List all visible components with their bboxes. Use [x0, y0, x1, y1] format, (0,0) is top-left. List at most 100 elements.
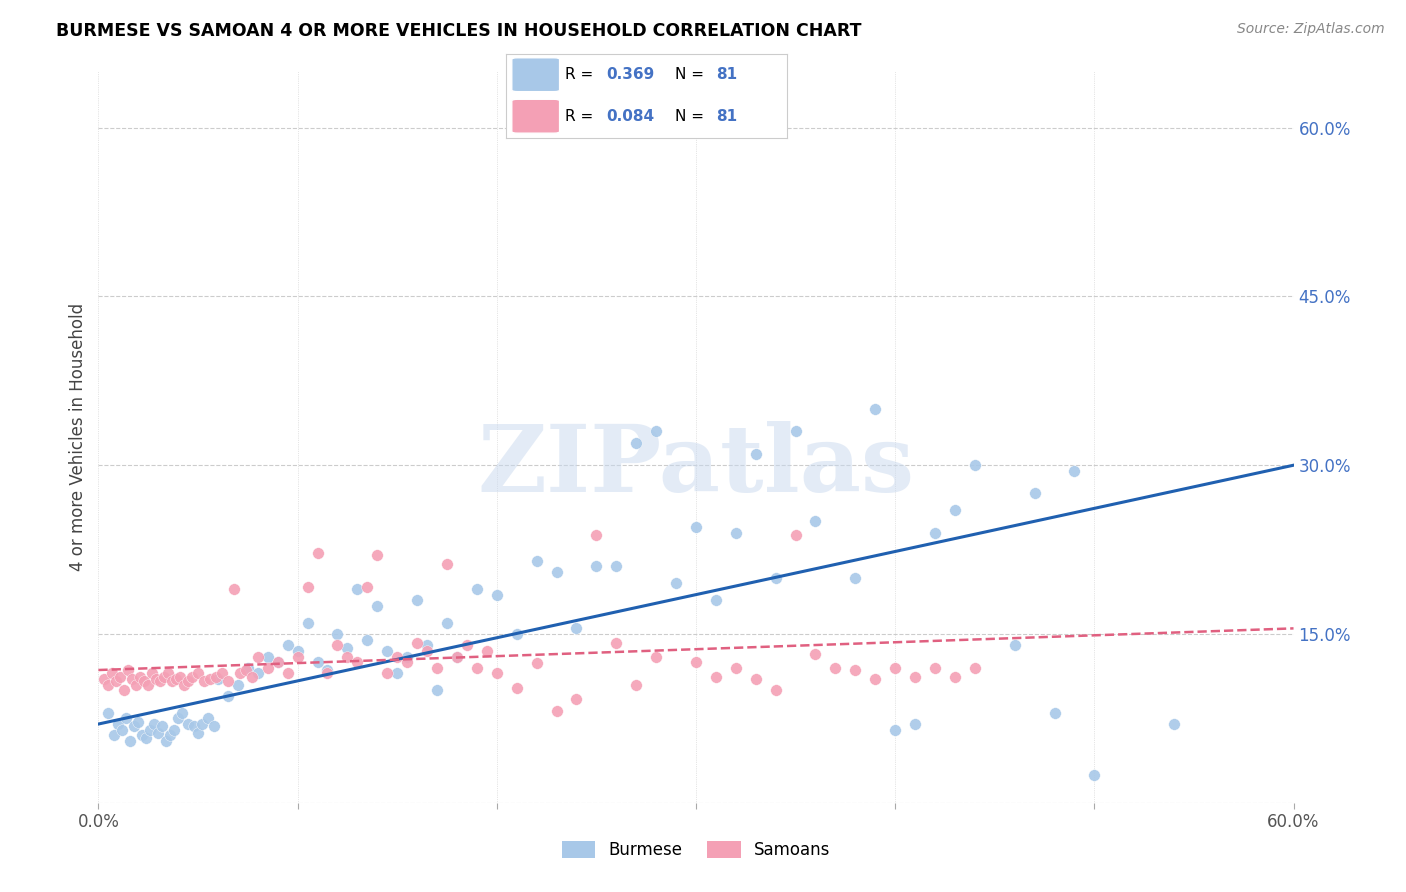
Point	[1043, 706, 1066, 720]
Point	[148, 726, 170, 740]
Point	[277, 666, 299, 681]
Point	[943, 670, 966, 684]
Point	[222, 582, 245, 596]
Text: R =: R =	[565, 109, 599, 124]
Point	[645, 425, 668, 439]
Point	[160, 674, 183, 689]
Point	[143, 717, 166, 731]
Point	[626, 678, 648, 692]
Point	[157, 666, 180, 681]
Point	[884, 661, 907, 675]
Point	[1063, 464, 1085, 478]
Point	[177, 674, 200, 689]
Point	[115, 711, 138, 725]
Point	[416, 644, 439, 658]
Point	[267, 655, 290, 669]
Point	[112, 683, 135, 698]
FancyBboxPatch shape	[512, 99, 560, 133]
Point	[745, 672, 768, 686]
Point	[565, 692, 588, 706]
Point	[665, 576, 688, 591]
Point	[131, 728, 153, 742]
Point	[159, 728, 181, 742]
Point	[191, 717, 214, 731]
Point	[229, 666, 252, 681]
Point	[287, 649, 309, 664]
Point	[110, 670, 132, 684]
Point	[246, 649, 269, 664]
Text: N =: N =	[675, 109, 709, 124]
Point	[963, 458, 986, 473]
Point	[844, 571, 866, 585]
Point	[375, 644, 398, 658]
Point	[153, 670, 176, 684]
Point	[172, 706, 194, 720]
Legend: Burmese, Samoans: Burmese, Samoans	[554, 833, 838, 868]
Point	[135, 731, 157, 745]
Point	[436, 615, 458, 630]
Point	[356, 632, 378, 647]
Point	[765, 571, 787, 585]
Point	[385, 666, 409, 681]
Point	[125, 678, 148, 692]
Point	[824, 661, 846, 675]
Point	[127, 714, 149, 729]
Point	[785, 425, 807, 439]
Point	[565, 621, 588, 635]
Point	[475, 644, 498, 658]
Point	[205, 670, 228, 684]
Point	[406, 593, 429, 607]
Text: ZIPatlas: ZIPatlas	[478, 421, 914, 511]
Point	[198, 672, 221, 686]
Point	[169, 670, 191, 684]
Point	[256, 661, 278, 675]
Point	[366, 548, 388, 562]
Point	[111, 723, 134, 737]
Point	[139, 723, 162, 737]
Point	[865, 672, 887, 686]
Point	[167, 711, 190, 725]
Point	[107, 717, 129, 731]
Point	[101, 666, 124, 681]
Point	[150, 719, 173, 733]
Point	[585, 559, 607, 574]
Point	[526, 554, 548, 568]
Point	[155, 734, 177, 748]
Point	[277, 638, 299, 652]
Point	[1083, 767, 1105, 781]
Point	[426, 661, 449, 675]
Point	[904, 717, 927, 731]
Point	[745, 447, 768, 461]
Point	[506, 681, 529, 695]
Point	[1024, 486, 1046, 500]
Point	[416, 638, 439, 652]
Text: N =: N =	[675, 67, 709, 82]
Point	[326, 638, 349, 652]
Point	[804, 515, 827, 529]
Point	[844, 663, 866, 677]
Point	[724, 661, 747, 675]
Point	[685, 520, 707, 534]
Point	[145, 672, 167, 686]
Text: 0.084: 0.084	[606, 109, 654, 124]
Point	[585, 528, 607, 542]
Point	[134, 674, 156, 689]
FancyBboxPatch shape	[512, 58, 560, 92]
Point	[375, 666, 398, 681]
Y-axis label: 4 or more Vehicles in Household: 4 or more Vehicles in Household	[69, 303, 87, 571]
Point	[346, 582, 368, 596]
Point	[963, 661, 986, 675]
Point	[865, 401, 887, 416]
Point	[456, 638, 478, 652]
Point	[297, 615, 319, 630]
Point	[120, 734, 142, 748]
Point	[240, 670, 263, 684]
Point	[924, 661, 946, 675]
Point	[235, 663, 257, 677]
Point	[724, 525, 747, 540]
Point	[183, 719, 205, 733]
Point	[297, 580, 319, 594]
Point	[904, 670, 927, 684]
Point	[117, 663, 139, 677]
Point	[97, 706, 120, 720]
